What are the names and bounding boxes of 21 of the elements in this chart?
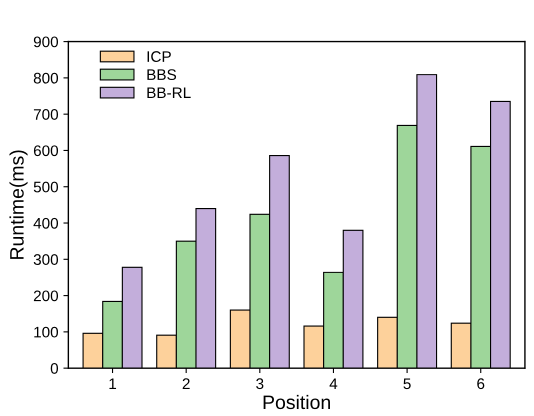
x-tick-label: 2 [182,378,190,389]
y-tick-label: 300 [34,254,58,265]
y-tick-label: 600 [34,145,58,156]
y-tick-label: 800 [34,72,58,84]
y-axis-title: Runtime(ms) [9,150,28,259]
x-tick-label: 6 [477,378,484,390]
x-tick-label: 5 [403,378,411,390]
y-tick-label: 100 [34,326,58,338]
legend-label: BB-RL [147,87,191,98]
y-tick-label: 900 [34,36,58,48]
y-tick-label: 200 [34,290,58,302]
x-tick-label: 4 [330,378,338,389]
legend-label: BBS [147,69,176,80]
legend-label: ICP [148,51,171,62]
y-tick-label: 700 [34,109,58,120]
x-tick-label: 3 [256,378,264,390]
y-tick-label: 500 [34,182,58,192]
y-tick-label: 400 [33,218,58,229]
x-tick-label: 1 [109,378,116,389]
y-tick-label: 0 [50,363,58,374]
x-axis-title: Position [264,394,330,410]
